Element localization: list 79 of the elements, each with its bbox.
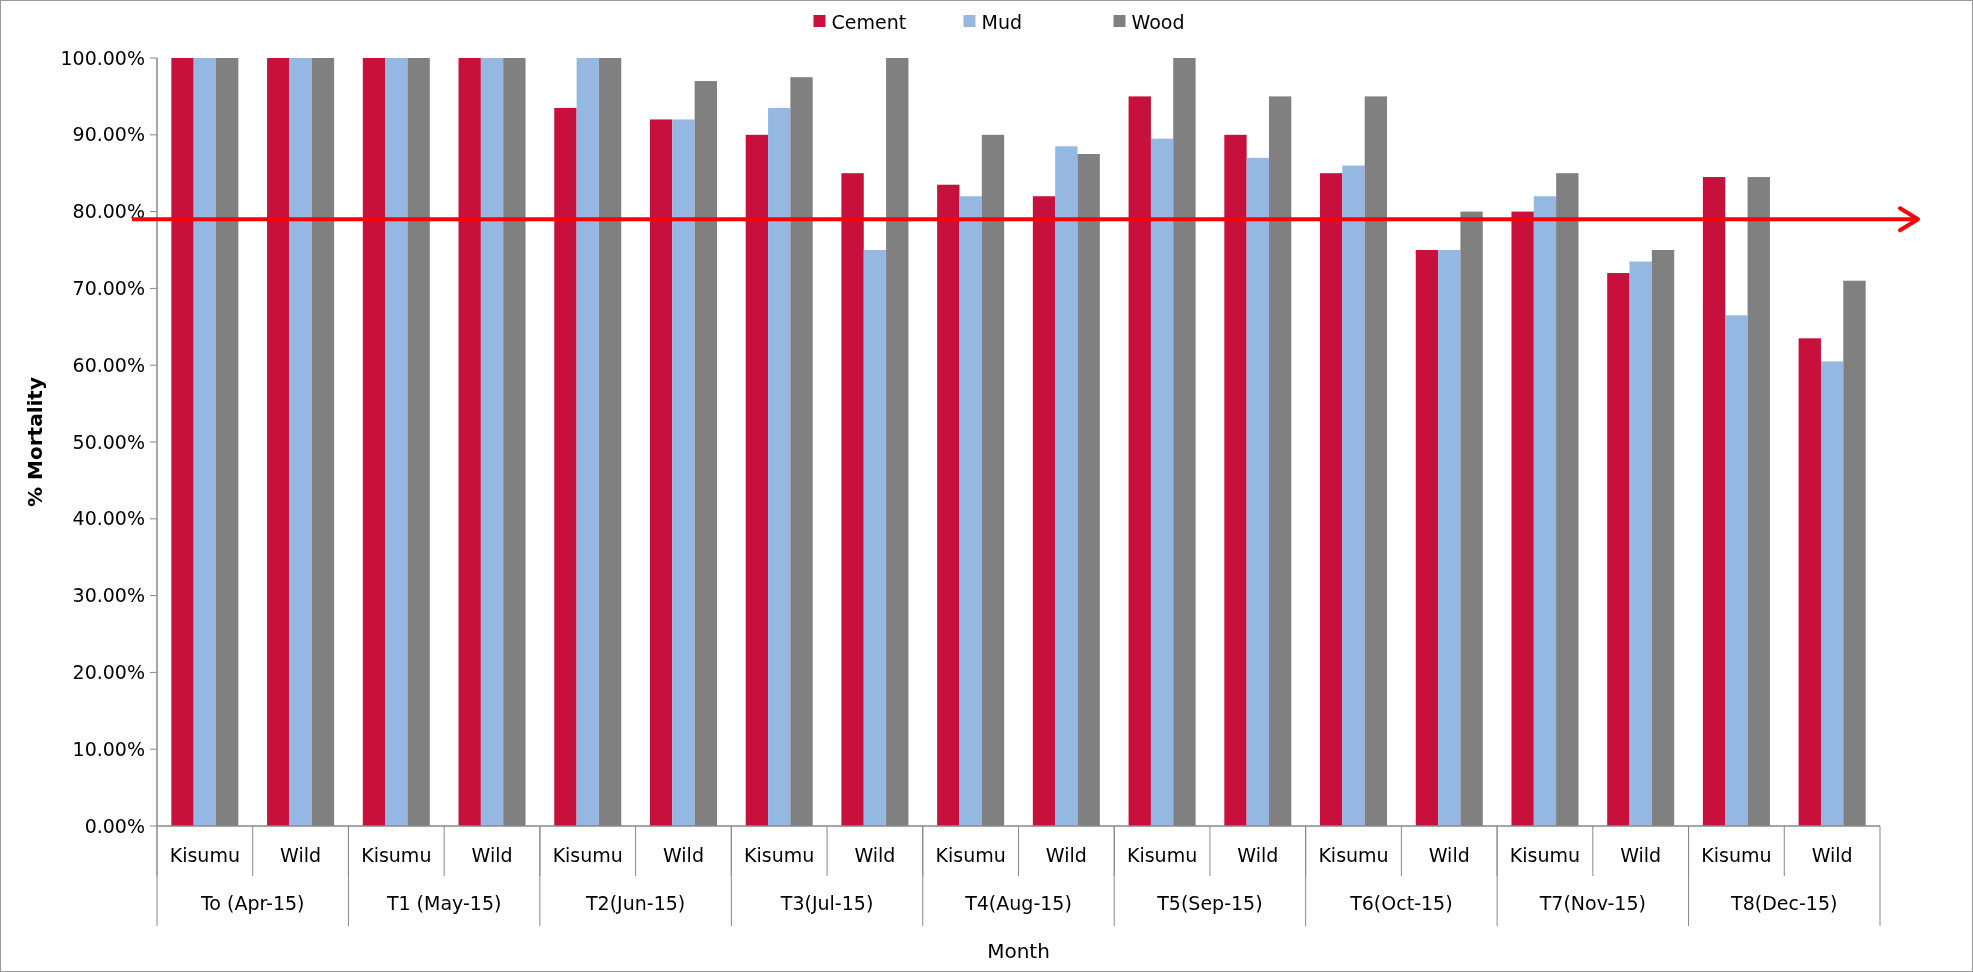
x-tick-label: Kisumu xyxy=(1318,844,1389,866)
x-tick-label: Wild xyxy=(471,844,513,866)
text: T3(Jul-15) xyxy=(779,892,874,914)
bar xyxy=(1725,315,1748,826)
x-tick-label: Wild xyxy=(854,844,896,866)
text: T4(Aug-15) xyxy=(964,892,1072,914)
x-tick-label: Kisumu xyxy=(1701,844,1772,866)
bar xyxy=(1511,211,1534,826)
y-tick-label: 40.00% xyxy=(72,507,145,530)
bar xyxy=(267,58,290,826)
x-tick-label: Wild xyxy=(1620,844,1662,866)
bar xyxy=(959,196,982,826)
bar xyxy=(1415,250,1439,826)
legend-label: Wood xyxy=(1131,10,1185,33)
text: T7(Nov-15) xyxy=(1538,892,1646,914)
bar xyxy=(480,58,504,826)
x-axis-title: Month xyxy=(987,939,1050,963)
x-tick-label: Kisumu xyxy=(935,844,1006,866)
bar xyxy=(1702,177,1726,826)
x-tick-label: Kisumu xyxy=(1126,844,1198,866)
y-tick-label: 20.00% xyxy=(72,661,145,684)
bar xyxy=(362,58,386,826)
bar xyxy=(289,58,312,826)
x-tick-label: Wild xyxy=(280,844,322,866)
bar xyxy=(1438,250,1461,826)
x-tick-label: Wild xyxy=(1237,844,1279,866)
y-tick-label: 50.00% xyxy=(72,430,145,453)
y-tick-label: 0.00% xyxy=(84,814,145,837)
x-tick-label: Kisumu xyxy=(552,844,623,866)
bar xyxy=(937,184,960,826)
bar xyxy=(745,134,769,826)
bar xyxy=(1820,361,1844,826)
bar xyxy=(1533,196,1557,826)
bar xyxy=(1128,96,1151,826)
x-tick-label: Kisumu xyxy=(361,844,432,866)
bar xyxy=(385,58,408,826)
x-tick-label: Kisumu xyxy=(744,844,815,866)
bar xyxy=(768,107,791,826)
legend-label: Mud xyxy=(981,10,1022,33)
bar xyxy=(649,119,673,826)
text: T2(Jun-15) xyxy=(584,892,686,914)
bar xyxy=(1629,261,1652,826)
bar xyxy=(1607,273,1630,826)
y-tick-label: 90.00% xyxy=(72,123,145,146)
bar xyxy=(672,119,695,826)
y-tick-label: 70.00% xyxy=(72,277,145,300)
bar xyxy=(1150,138,1174,826)
x-tick-label: Wild xyxy=(1811,844,1853,866)
y-tick-label: 60.00% xyxy=(72,353,145,376)
y-tick-label: 80.00% xyxy=(72,200,145,223)
bar xyxy=(458,58,481,826)
bar xyxy=(171,58,194,826)
y-tick-label: 10.00% xyxy=(72,737,145,760)
bar xyxy=(1224,134,1247,826)
x-tick-label: Kisumu xyxy=(1509,844,1581,866)
bar xyxy=(1798,338,1821,826)
legend-label: Cement xyxy=(831,10,907,33)
x-tick-label: Kisumu xyxy=(169,844,240,866)
text: T1 (May-15) xyxy=(385,892,502,914)
text: T5(Sep-15) xyxy=(1156,892,1263,914)
bar xyxy=(841,173,864,826)
bar xyxy=(863,250,887,826)
bar xyxy=(1342,165,1365,826)
bar xyxy=(1246,157,1269,826)
bar xyxy=(1055,146,1078,826)
x-tick-label: Wild xyxy=(662,844,704,866)
x-tick-label: Wild xyxy=(1045,844,1087,866)
bar xyxy=(193,58,217,826)
y-tick-label: 100.00% xyxy=(60,46,145,69)
bar xyxy=(1320,173,1343,826)
bar xyxy=(576,58,599,826)
text: T6(Oct-15) xyxy=(1349,892,1453,914)
text: To (Apr-15) xyxy=(199,892,305,914)
bar xyxy=(554,107,577,826)
text: T8(Dec-15) xyxy=(1730,892,1838,914)
x-tick-label: Wild xyxy=(1428,844,1470,866)
bar xyxy=(1032,196,1056,826)
y-axis-title: % Mortality xyxy=(23,377,47,507)
y-tick-label: 30.00% xyxy=(72,584,145,607)
